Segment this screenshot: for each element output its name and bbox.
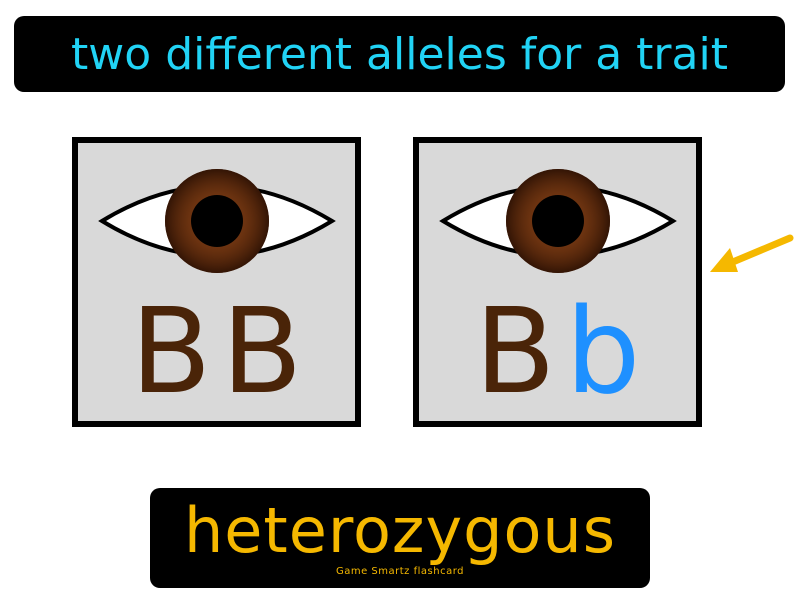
allele-letter: B [130, 282, 212, 420]
allele-letter: B [474, 282, 556, 420]
allele-letter: b [565, 282, 641, 420]
allele-letter: B [221, 282, 303, 420]
genotype-panel-homozygous: B B [72, 137, 361, 427]
eye-icon [439, 169, 677, 273]
definition-banner: two different alleles for a trait [14, 16, 785, 92]
allele-pair: B B [78, 281, 355, 421]
term-text: heterozygous [183, 494, 617, 567]
eye-icon [98, 169, 336, 273]
term-banner: heterozygous Game Smartz flashcard [150, 488, 650, 588]
definition-text: two different alleles for a trait [71, 28, 728, 80]
allele-pair: B b [419, 281, 696, 421]
footer-credit: Game Smartz flashcard [335, 566, 464, 577]
arrow-icon [710, 234, 794, 272]
genotype-panel-heterozygous: B b [413, 137, 702, 427]
